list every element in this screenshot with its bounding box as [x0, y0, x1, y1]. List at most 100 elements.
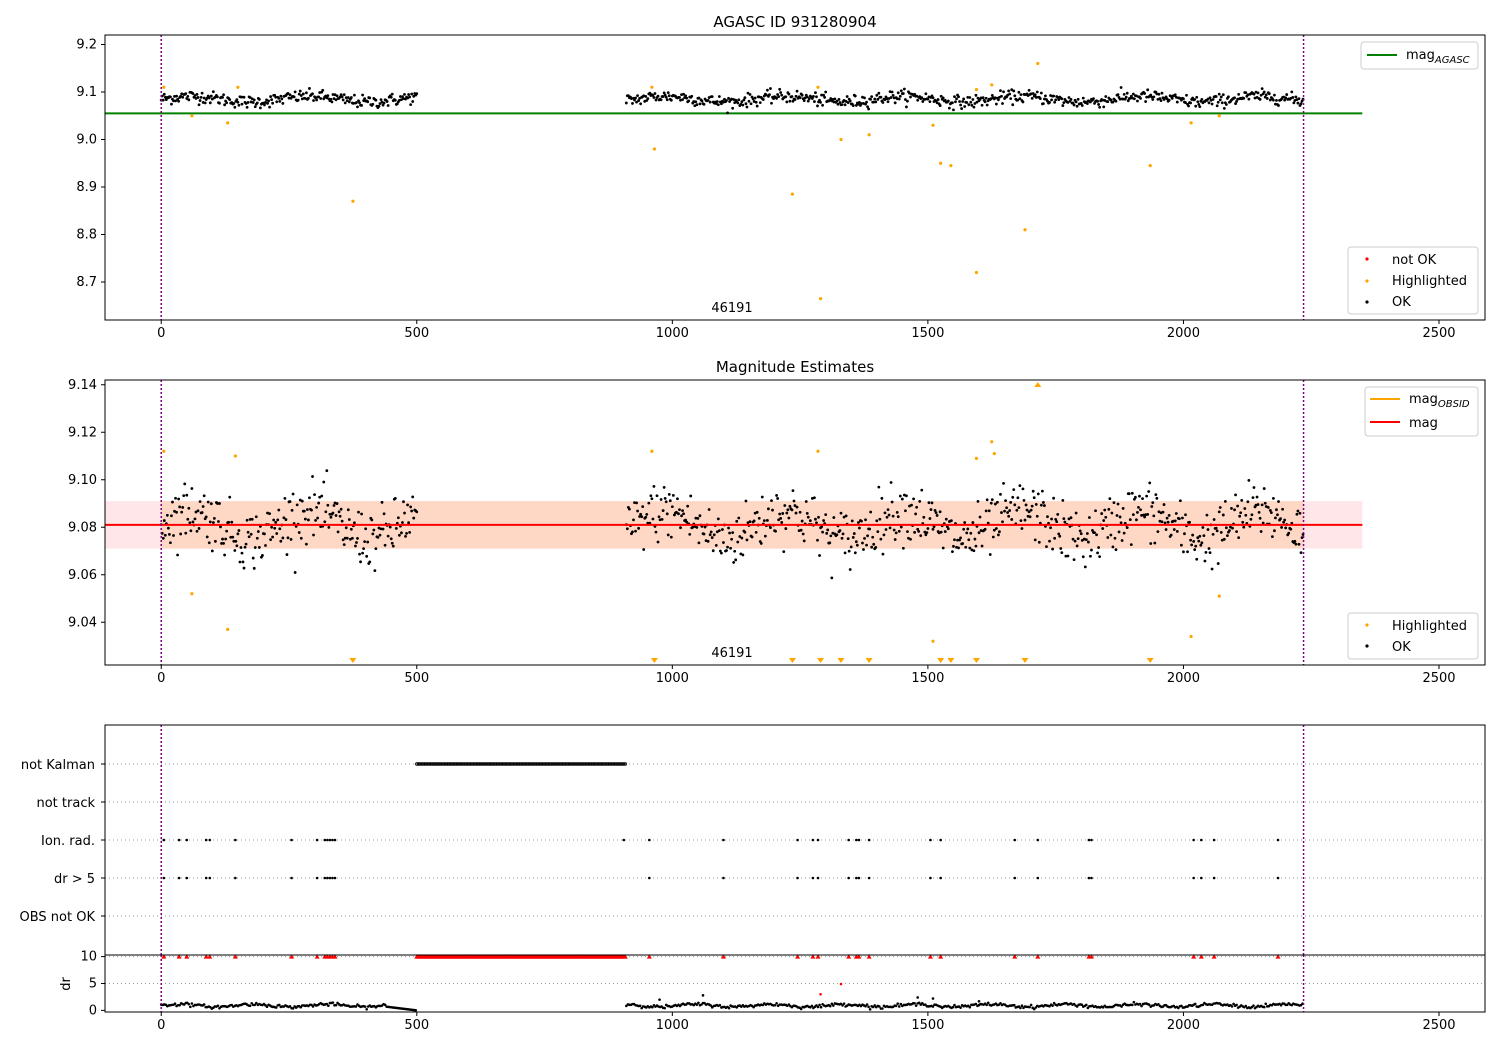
ok-point: [1228, 529, 1231, 532]
ok-point: [717, 529, 721, 533]
ok-point: [851, 536, 855, 539]
legend-mag: mag: [1409, 416, 1438, 431]
ok-point: [307, 518, 310, 522]
ok-point: [1274, 516, 1277, 520]
ok-point: [956, 538, 959, 542]
highlighted-point: [816, 449, 820, 453]
dr-point: [878, 1005, 881, 1008]
ok-point: [223, 553, 227, 557]
y-tick-label: 5: [89, 977, 97, 992]
ok-point: [668, 499, 672, 503]
not-kalman-point: [574, 762, 578, 766]
panel2-legend-lines[interactable]: magOBSID mag: [1364, 386, 1479, 437]
ok-point: [1299, 551, 1303, 555]
panel2-legend-points[interactable]: Highlighted OK: [1347, 612, 1479, 660]
ok-point: [342, 543, 346, 546]
dr-clipped-marker: [856, 954, 862, 959]
ok-point: [1292, 101, 1296, 105]
ok-point: [394, 526, 398, 530]
ok-point: [950, 519, 953, 523]
ok-point: [1093, 531, 1096, 535]
ok-point: [1132, 97, 1136, 101]
dr-gt5-point: [234, 876, 237, 880]
below-range-marker: [865, 658, 873, 663]
ok-point: [1222, 106, 1226, 110]
not-kalman-point: [542, 762, 546, 766]
dr-gt5-point: [857, 876, 861, 880]
ion-rad-point: [328, 838, 332, 842]
ok-point: [892, 96, 896, 100]
x-tick-label: 500: [404, 1018, 429, 1033]
x-tick-label: 1500: [911, 326, 944, 341]
ok-point: [325, 96, 329, 100]
ok-point: [271, 535, 275, 539]
ok-point: [1034, 95, 1038, 99]
ok-point: [1061, 104, 1065, 107]
ok-point: [752, 519, 756, 523]
ok-point: [1009, 501, 1013, 504]
panel1-legend-lines[interactable]: magAGASC: [1360, 41, 1479, 70]
ok-point: [1024, 503, 1028, 507]
ok-point: [335, 502, 339, 505]
dr-point: [640, 1006, 643, 1010]
ok-point: [1139, 508, 1142, 512]
dr-point: [867, 1005, 870, 1009]
ok-point: [198, 99, 202, 102]
ok-point: [902, 87, 906, 91]
ok-point: [702, 532, 706, 536]
ok-point: [1285, 93, 1289, 96]
dr-point: [1132, 1000, 1136, 1004]
ok-point: [988, 553, 992, 556]
dr-point: [819, 1005, 823, 1009]
not-kalman-point: [603, 762, 608, 766]
ok-point: [358, 101, 361, 105]
ok-point: [959, 536, 962, 540]
ok-point: [698, 102, 702, 106]
ok-point: [327, 525, 331, 529]
dr-point: [265, 1005, 269, 1008]
panel1-legend-points[interactable]: not OK Highlighted OK: [1347, 246, 1479, 315]
ok-point: [353, 521, 356, 525]
dr-scatter-point: [819, 992, 822, 996]
not-kalman-point: [497, 762, 502, 766]
ok-point: [994, 102, 998, 106]
dr-clipped-marker: [289, 954, 295, 959]
ok-point: [381, 103, 385, 107]
ok-point: [684, 94, 688, 98]
ok-point: [899, 89, 903, 93]
dr-point: [1080, 1003, 1084, 1007]
ok-point: [681, 98, 684, 102]
not-kalman-point: [513, 762, 517, 766]
dr-point: [254, 1001, 258, 1005]
ok-point: [1282, 520, 1286, 524]
highlighted-point: [162, 85, 166, 89]
dr-clipped-marker: [720, 954, 726, 959]
ok-point: [640, 515, 644, 519]
ok-point: [1085, 532, 1089, 535]
ok-point: [884, 528, 888, 531]
ok-point: [769, 526, 772, 529]
ok-point: [322, 480, 326, 484]
ok-point: [1048, 101, 1051, 104]
ok-point: [1263, 95, 1267, 99]
ok-point: [799, 528, 803, 532]
highlighted-point: [990, 440, 994, 444]
dr-gt5-point: [1013, 876, 1017, 880]
ok-point: [344, 96, 348, 100]
not-kalman-point: [537, 762, 542, 766]
ok-point: [926, 97, 930, 101]
not-kalman-point: [543, 762, 548, 766]
ok-point: [814, 91, 817, 95]
ok-point: [1146, 513, 1150, 516]
ok-point: [297, 92, 301, 96]
ok-point: [315, 505, 318, 509]
ok-point: [293, 571, 297, 574]
panel1-plot-area: [105, 35, 1363, 320]
ok-point: [378, 102, 382, 105]
ok-point: [1202, 534, 1206, 538]
dr-point: [331, 1001, 335, 1004]
ok-point: [1033, 538, 1037, 542]
ok-point: [410, 92, 414, 96]
ok-point: [935, 514, 939, 517]
x-tick-label: 500: [404, 671, 429, 686]
